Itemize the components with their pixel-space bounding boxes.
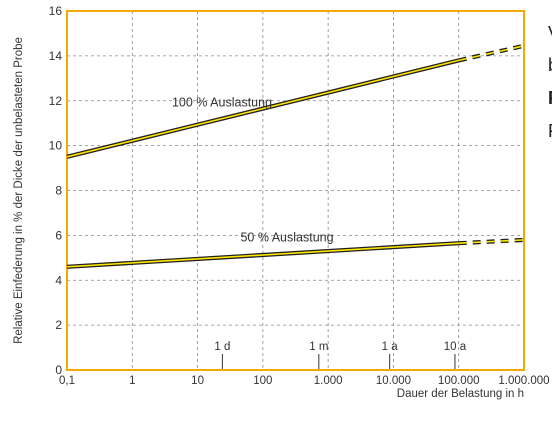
x-tick-label: 1.000.000 [498, 375, 549, 387]
y-tick-label: 16 [49, 4, 63, 18]
series-extrapolation-1 [458, 45, 525, 62]
y-tick-label: 0 [55, 363, 62, 377]
time-marker-label: 10 a [444, 341, 467, 353]
y-tick-label: 2 [55, 318, 62, 332]
series-line-1 [66, 59, 459, 158]
side-text-line-2: b [548, 56, 552, 74]
time-marker-label: 1 d [214, 341, 230, 353]
x-tick-label: 10.000 [376, 375, 411, 387]
y-tick-label: 6 [55, 228, 62, 242]
time-marker-label: 1 a [382, 341, 399, 353]
series-line-2 [66, 242, 459, 268]
y-axis-label: Relative Einfederung in % der Dicke der … [13, 37, 25, 344]
side-text-line-4: F [548, 122, 552, 140]
y-tick-label: 14 [49, 49, 63, 63]
y-tick-label: 10 [49, 139, 63, 153]
x-tick-label: 0,1 [59, 375, 75, 387]
x-axis-label: Dauer der Belastung in h [397, 388, 524, 400]
side-text-line-3: F [548, 89, 552, 107]
side-text-line-1: V [548, 24, 552, 42]
x-tick-label: 1 [129, 375, 135, 387]
plot-frame [66, 10, 525, 371]
x-tick-label: 100 [253, 375, 272, 387]
y-tick-label: 8 [55, 184, 62, 198]
x-tick-label: 100.000 [438, 375, 480, 387]
time-marker-label: 1 m [309, 341, 328, 353]
x-tick-label: 1.000 [314, 375, 343, 387]
series-label-1: 100 % Auslastung [172, 96, 272, 110]
series-extrapolation-2 [458, 239, 525, 244]
y-tick-label: 4 [55, 273, 62, 287]
x-tick-label: 10 [191, 375, 204, 387]
series-label-2: 50 % Auslastung [240, 231, 333, 245]
y-tick-label: 12 [49, 94, 63, 108]
